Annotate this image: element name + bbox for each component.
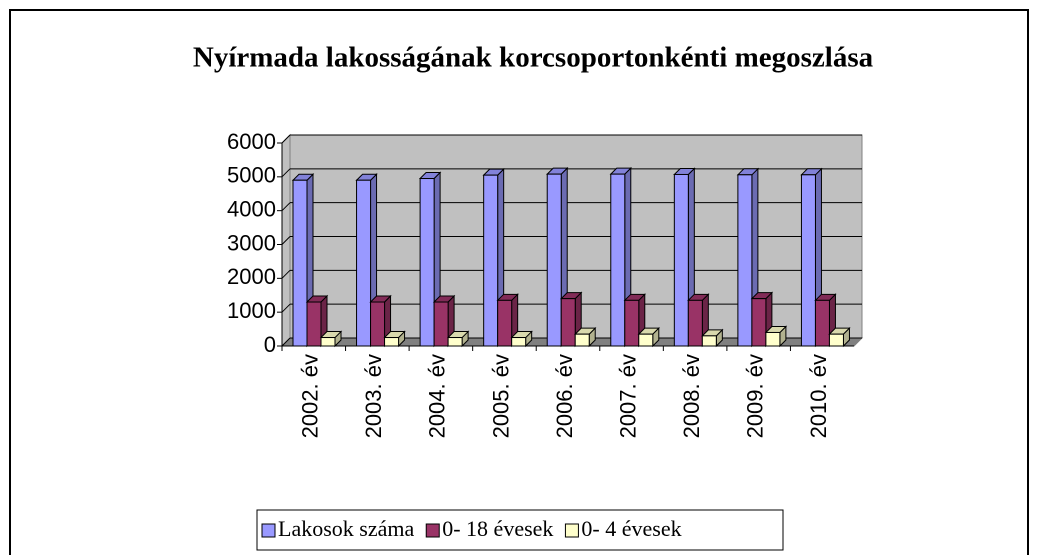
- grid-line-side: [281, 134, 291, 144]
- y-tick-label: 5000: [227, 163, 276, 188]
- bar: [433, 301, 449, 347]
- bar: [419, 178, 435, 347]
- x-tick-label: 2004. év: [425, 354, 450, 438]
- legend-label: Lakosok száma: [278, 516, 414, 541]
- bar: [765, 331, 781, 347]
- legend-swatch: [261, 523, 276, 538]
- bar: [370, 301, 386, 347]
- y-tick-label: 2000: [227, 264, 276, 289]
- bar: [356, 179, 372, 347]
- x-tick-label: 2002. év: [298, 354, 323, 438]
- y-tick-label: 6000: [227, 129, 276, 154]
- x-tick-label: 2010. év: [806, 354, 831, 438]
- x-tick-label: 2008. év: [679, 354, 704, 438]
- legend-swatch: [564, 523, 579, 538]
- y-tick-label: 4000: [227, 196, 276, 221]
- grid-line-side: [281, 236, 291, 245]
- grid-line-side: [281, 303, 291, 313]
- bar: [292, 179, 308, 347]
- bar: [574, 333, 590, 347]
- bar: [320, 337, 336, 347]
- bar: [546, 173, 562, 347]
- bar: [610, 173, 626, 347]
- legend-label: 0- 4 évesek: [581, 516, 681, 541]
- grid-line-side: [281, 269, 291, 279]
- x-tick-label: 2009. év: [742, 354, 767, 438]
- bar: [560, 298, 576, 347]
- chart-title: Nyírmada lakosságának korcsoportonkénti …: [193, 42, 874, 74]
- x-tick-label: 2005. év: [488, 354, 513, 438]
- bar: [511, 337, 527, 347]
- legend-swatch: [425, 523, 440, 538]
- bar: [483, 174, 499, 347]
- y-tick-label: 0: [264, 332, 276, 357]
- legend-label: 0- 18 évesek: [442, 516, 553, 541]
- bar: [687, 299, 703, 347]
- bar: [624, 299, 640, 347]
- x-tick-label: 2007. év: [615, 354, 640, 438]
- bar: [306, 301, 322, 347]
- bar: [814, 299, 830, 347]
- bar: [751, 298, 767, 347]
- bar: [737, 174, 753, 347]
- grid-line-side: [281, 168, 291, 178]
- x-tick-label: 2006. év: [552, 354, 577, 438]
- grid-line-side: [281, 202, 291, 212]
- grid-line-side: [281, 337, 291, 347]
- bar: [800, 174, 816, 347]
- bar: [497, 299, 513, 347]
- bar: [384, 337, 400, 347]
- bar: [673, 173, 689, 347]
- bar: [447, 337, 463, 347]
- bar: [701, 335, 717, 347]
- y-tick-label: 1000: [227, 298, 276, 323]
- legend: [256, 509, 784, 551]
- bar: [828, 333, 844, 347]
- y-tick-label: 3000: [227, 230, 276, 255]
- bar: [638, 333, 654, 347]
- x-tick-label: 2003. év: [361, 354, 386, 438]
